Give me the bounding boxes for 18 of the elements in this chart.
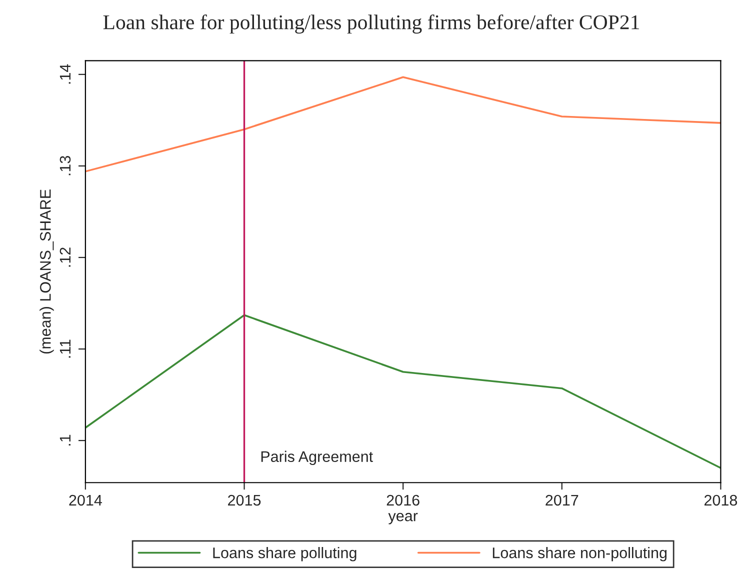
legend-label: Loans share non-polluting xyxy=(492,547,667,562)
line-series xyxy=(85,314,721,469)
chart-title: Loan share for polluting/less polluting firms before/after COP21 xyxy=(103,14,640,34)
x-tick-label: 2017 xyxy=(546,494,578,506)
y-tick-label: .13 xyxy=(60,156,71,176)
y-tick-label: .14 xyxy=(60,64,70,84)
ref-line-label: Paris Agreement xyxy=(261,450,373,466)
x-tick-label: 2016 xyxy=(386,494,420,506)
y-tick-label: .12 xyxy=(60,248,70,267)
y-tick-label: .1 xyxy=(60,434,70,446)
x-tick-label: 2015 xyxy=(228,494,261,506)
legend-label: Loans share polluting xyxy=(213,547,356,562)
x-tick-label: 2018 xyxy=(704,494,738,506)
y-axis-title: (mean) LOANS_SHARE xyxy=(40,190,54,354)
line-series xyxy=(85,76,721,172)
y-tick-label: .11 xyxy=(60,340,70,358)
x-axis-title: year xyxy=(388,512,418,524)
x-tick-label: 2014 xyxy=(69,494,102,506)
